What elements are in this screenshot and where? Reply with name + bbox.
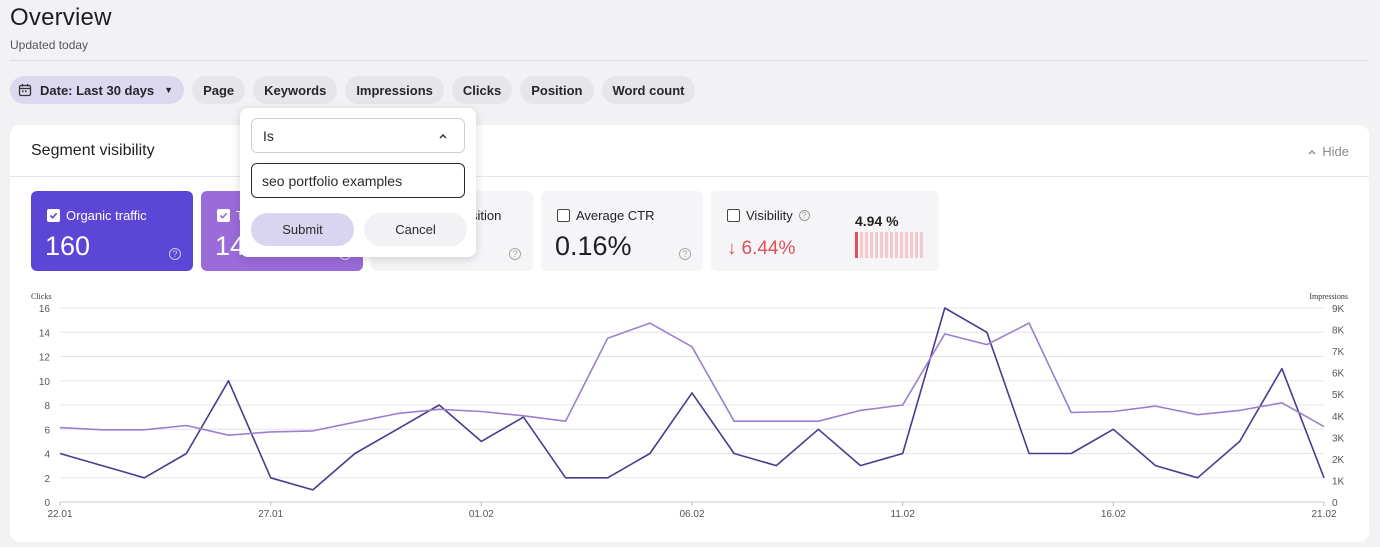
cancel-button[interactable]: Cancel bbox=[364, 213, 467, 246]
y2-tick-label: 1K bbox=[1332, 476, 1345, 487]
y-tick-label: 0 bbox=[44, 498, 50, 509]
segment-visibility-panel: Segment visibility Hide Organic traffic … bbox=[10, 125, 1369, 542]
filter-bar: Date: Last 30 days ▼ Page Keywords Impre… bbox=[10, 76, 696, 104]
page-subtitle: Updated today bbox=[10, 38, 89, 52]
filter-chip-keywords[interactable]: Keywords bbox=[253, 76, 338, 104]
checkbox-visibility[interactable] bbox=[727, 209, 740, 222]
visibility-sparkbars bbox=[855, 232, 923, 258]
x-tick-label: 06.02 bbox=[679, 509, 704, 520]
card-value: 0.16% bbox=[555, 231, 632, 261]
y-tick-label: 12 bbox=[39, 353, 51, 364]
help-icon[interactable]: ? bbox=[798, 210, 810, 221]
x-tick-label: 27.01 bbox=[258, 509, 283, 520]
visibility-change-value: 6.44% bbox=[741, 238, 796, 259]
y2-tick-label: 4K bbox=[1332, 412, 1345, 423]
panel-title: Segment visibility bbox=[31, 142, 155, 159]
operator-value: Is bbox=[263, 127, 274, 144]
y2-tick-label: 7K bbox=[1332, 347, 1345, 358]
y2-axis-label: Impressions bbox=[1309, 292, 1348, 301]
operator-select[interactable]: Is bbox=[251, 118, 465, 153]
date-filter-label: Date: Last 30 days bbox=[40, 82, 155, 98]
filter-chip-position[interactable]: Position bbox=[520, 76, 594, 104]
filter-value-input[interactable] bbox=[251, 163, 465, 198]
card-value: 160 bbox=[45, 231, 91, 261]
header-divider bbox=[10, 60, 1368, 61]
help-icon[interactable]: ? bbox=[509, 248, 521, 260]
filter-chip-word-count[interactable]: Word count bbox=[601, 76, 696, 104]
y2-tick-label: 2K bbox=[1332, 455, 1345, 466]
page-title: Overview bbox=[10, 4, 112, 31]
x-tick-label: 16.02 bbox=[1101, 509, 1126, 520]
y-tick-label: 8 bbox=[44, 401, 50, 412]
card-label: sition bbox=[471, 208, 502, 223]
visibility-value: 4.94 % bbox=[855, 213, 899, 229]
help-icon[interactable]: ? bbox=[169, 248, 181, 260]
filter-popover: Is Submit Cancel bbox=[240, 108, 476, 257]
card-label: Average CTR bbox=[576, 208, 655, 223]
series-line-clicks bbox=[59, 307, 1325, 491]
card-label: T bbox=[236, 208, 244, 223]
y-tick-label: 6 bbox=[44, 425, 50, 436]
x-tick-label: 21.02 bbox=[1311, 509, 1336, 520]
submit-button[interactable]: Submit bbox=[251, 213, 354, 246]
hide-label: Hide bbox=[1322, 144, 1349, 159]
caret-down-icon: ▼ bbox=[164, 85, 174, 95]
y2-tick-label: 9K bbox=[1332, 304, 1345, 315]
y2-tick-label: 8K bbox=[1332, 326, 1345, 337]
card-label: Organic traffic bbox=[66, 208, 147, 223]
traffic-chart: 0 2 4 6 8 10 12 14 16 0 1K 2K 3K 4K 5K 6K 7K 8K 9K Clicks Im… bbox=[31, 292, 1348, 520]
card-label: Visibility bbox=[746, 208, 793, 223]
x-tick-label: 11.02 bbox=[891, 509, 916, 520]
chevron-up-icon bbox=[1308, 149, 1316, 154]
filter-chip-clicks[interactable]: Clicks bbox=[451, 76, 513, 104]
visibility-change: ↓ 6.44% bbox=[727, 238, 795, 260]
panel-header: Segment visibility Hide bbox=[10, 125, 1369, 177]
arrow-down-icon: ↓ bbox=[727, 238, 737, 259]
y-tick-label: 10 bbox=[39, 377, 51, 388]
y-tick-label: 14 bbox=[39, 328, 51, 339]
filter-chip-page[interactable]: Page bbox=[192, 76, 246, 104]
y2-tick-label: 3K bbox=[1332, 433, 1345, 444]
filter-chip-impressions[interactable]: Impressions bbox=[345, 76, 444, 104]
series-line-impressions bbox=[59, 322, 1325, 437]
y2-tick-label: 6K bbox=[1332, 369, 1345, 380]
calendar-icon bbox=[18, 84, 32, 97]
y2-tick-label: 5K bbox=[1332, 390, 1345, 401]
checkbox-average-ctr[interactable] bbox=[557, 209, 570, 222]
y-axis-label: Clicks bbox=[31, 292, 51, 301]
check-icon bbox=[219, 212, 228, 219]
y-tick-label: 16 bbox=[39, 304, 51, 315]
checkbox-organic-traffic[interactable] bbox=[47, 209, 60, 222]
y-tick-label: 2 bbox=[44, 474, 50, 485]
x-tick-label: 01.02 bbox=[469, 509, 494, 520]
card-organic-traffic[interactable]: Organic traffic 160 ? bbox=[31, 191, 193, 271]
check-icon bbox=[49, 212, 58, 219]
card-average-ctr[interactable]: Average CTR 0.16% ? bbox=[541, 191, 703, 271]
hide-button[interactable]: Hide bbox=[1307, 144, 1349, 159]
checkbox-second-metric[interactable] bbox=[217, 209, 230, 222]
y-tick-label: 4 bbox=[44, 450, 50, 461]
date-filter-chip[interactable]: Date: Last 30 days ▼ bbox=[10, 76, 185, 104]
y2-tick-label: 0 bbox=[1332, 498, 1338, 509]
card-visibility[interactable]: Visibility? ↓ 6.44% 4.94 % bbox=[711, 191, 939, 271]
help-icon[interactable]: ? bbox=[679, 248, 691, 260]
chevron-up-icon bbox=[439, 133, 447, 139]
x-tick-label: 22.01 bbox=[47, 509, 72, 520]
